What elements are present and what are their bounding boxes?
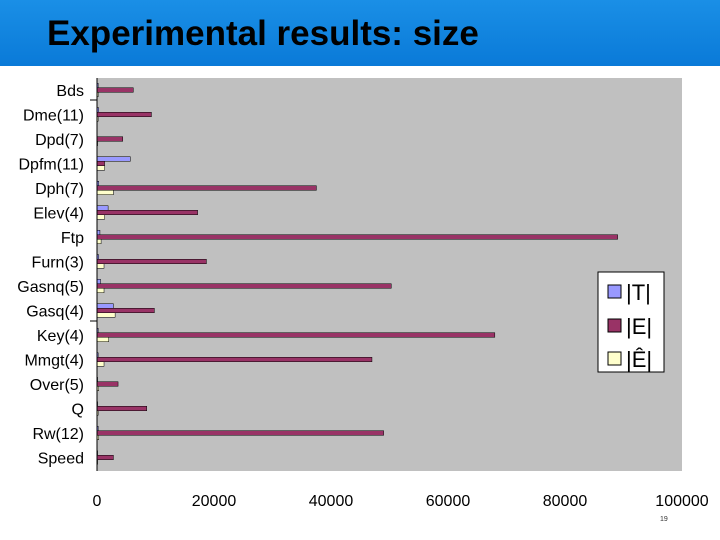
bar-E-12 xyxy=(96,381,119,387)
x-tick-label: 0 xyxy=(93,493,102,510)
x-tick-labels: 0 20000 40000 60000 80000 100000 xyxy=(93,493,709,510)
bar-E-1 xyxy=(96,112,152,117)
category-label: Furn(3) xyxy=(32,255,84,272)
bar-E-7 xyxy=(96,259,207,264)
bar-E-6 xyxy=(96,234,618,240)
bar-E-3 xyxy=(96,161,105,166)
bar-E-4 xyxy=(96,185,317,191)
category-label: Ftp xyxy=(61,230,84,247)
bar-T-5 xyxy=(96,205,109,211)
bar-E-hat-10 xyxy=(96,337,109,342)
bar-E-14 xyxy=(96,430,384,436)
category-label: Speed xyxy=(38,451,84,468)
category-labels: Bds Dme(11) Dpd(7) Dpfm(11) Dph(7) Elev(4) Ftp… xyxy=(17,83,84,468)
bar-T-8 xyxy=(96,279,101,284)
legend-swatch-T xyxy=(607,284,622,299)
legend-swatch-E xyxy=(607,318,622,333)
bar-E-5 xyxy=(96,210,198,215)
bar-E-hat-4 xyxy=(96,190,114,195)
x-tick-label: 100000 xyxy=(655,493,708,510)
bar-E-hat-7 xyxy=(96,263,105,269)
x-tick-label: 60000 xyxy=(426,493,471,510)
slide-title: Experimental results: size xyxy=(47,14,479,53)
bar-E-0 xyxy=(96,87,134,93)
plot-area xyxy=(97,78,682,471)
legend-swatch-E-hat xyxy=(607,351,622,366)
bar-E-hat-8 xyxy=(96,288,105,293)
category-label: Elev(4) xyxy=(33,206,84,223)
legend: |T| |E| |Ê| xyxy=(597,271,665,373)
bar-E-10 xyxy=(96,332,496,338)
category-label: Rw(12) xyxy=(32,426,84,443)
bars-group xyxy=(96,83,618,465)
category-label: Dpfm(11) xyxy=(19,157,85,174)
category-label: Over(5) xyxy=(30,377,84,394)
bar-E-hat-3 xyxy=(96,165,105,171)
x-tick-label: 80000 xyxy=(543,493,588,510)
category-label: Dpd(7) xyxy=(35,132,84,149)
category-label: Bds xyxy=(56,83,84,100)
bar-T-3 xyxy=(96,156,131,162)
page-number: 19 xyxy=(660,516,668,523)
axis-group xyxy=(90,78,98,471)
bar-E-2 xyxy=(96,136,123,142)
legend-label: |Ê| xyxy=(626,347,652,372)
bar-T-9 xyxy=(96,303,114,309)
category-label: Key(4) xyxy=(37,328,84,345)
title-bar: Experimental results: size xyxy=(0,0,720,66)
bar-E-hat-6 xyxy=(96,239,102,244)
category-label: Gasnq(5) xyxy=(17,279,84,296)
category-label: Gasq(4) xyxy=(26,304,84,321)
category-label: Dme(11) xyxy=(23,108,84,125)
legend-label: |T| xyxy=(626,280,651,305)
bar-E-hat-5 xyxy=(96,214,105,220)
bar-E-15 xyxy=(96,455,114,460)
category-label: Q xyxy=(72,402,84,419)
category-label: Dph(7) xyxy=(35,181,84,198)
bar-E-hat-9 xyxy=(96,312,116,318)
x-tick-label: 40000 xyxy=(309,493,354,510)
bar-E-hat-11 xyxy=(96,361,105,367)
bar-E-11 xyxy=(96,357,373,362)
category-label: Mmgt(4) xyxy=(24,353,84,370)
bar-E-9 xyxy=(96,308,155,313)
bar-E-13 xyxy=(96,406,147,411)
legend-label: |E| xyxy=(626,314,652,339)
bar-E-8 xyxy=(96,283,392,289)
x-tick-label: 20000 xyxy=(192,493,237,510)
